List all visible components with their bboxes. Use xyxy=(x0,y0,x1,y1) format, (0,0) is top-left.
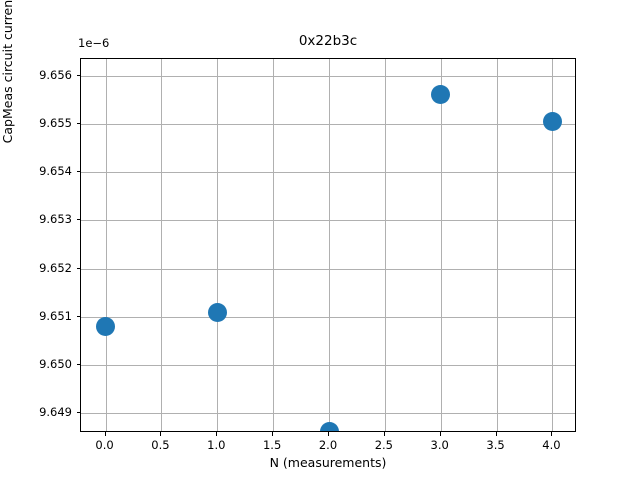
y-tick-mark xyxy=(76,267,80,269)
gridline-vertical xyxy=(161,59,163,431)
gridline-horizontal xyxy=(81,124,575,126)
scatter-series xyxy=(81,59,575,431)
x-tick-label: 0.5 xyxy=(151,438,170,452)
gridline-vertical xyxy=(552,59,554,431)
x-tick-label: 0.0 xyxy=(95,438,114,452)
x-tick-mark xyxy=(495,432,497,436)
x-tick-mark xyxy=(160,432,162,436)
x-tick-label: 3.5 xyxy=(486,438,505,452)
scatter-point xyxy=(542,112,562,132)
x-tick-label: 1.0 xyxy=(207,438,226,452)
y-tick-mark xyxy=(76,171,80,173)
y-tick-label: 9.656 xyxy=(39,68,72,83)
y-axis-offset-text: 1e−6 xyxy=(78,36,110,50)
gridline-vertical xyxy=(217,59,219,431)
y-tick-mark xyxy=(76,219,80,221)
x-tick-label: 1.5 xyxy=(262,438,282,452)
gridline-horizontal xyxy=(81,412,575,414)
y-tick-mark xyxy=(76,411,80,413)
y-tick-label: 9.649 xyxy=(39,404,72,419)
gridline-vertical xyxy=(329,59,330,431)
gridline-horizontal xyxy=(81,316,575,318)
x-tick-mark xyxy=(216,432,218,436)
gridline-horizontal xyxy=(81,268,575,270)
y-tick-mark xyxy=(76,75,80,77)
x-tick-mark xyxy=(439,432,441,436)
y-tick-label: 9.655 xyxy=(39,116,72,131)
x-tick-mark xyxy=(551,432,553,436)
y-tick-label: 9.652 xyxy=(39,260,72,275)
gridline-vertical xyxy=(440,59,442,431)
x-axis-label: N (measurements) xyxy=(269,455,387,470)
y-tick-mark xyxy=(76,315,80,317)
x-tick-mark xyxy=(272,432,274,436)
scatter-point xyxy=(207,303,227,323)
y-tick-label: 9.654 xyxy=(39,164,72,179)
gridline-vertical xyxy=(384,59,386,431)
gridline-horizontal xyxy=(81,76,575,78)
y-tick-label: 9.650 xyxy=(39,356,72,371)
gridline-horizontal xyxy=(81,220,575,222)
y-tick-mark xyxy=(76,123,80,125)
x-tick-mark xyxy=(383,432,385,436)
x-tick-mark xyxy=(104,432,106,436)
y-tick-mark xyxy=(76,363,80,365)
scatter-point xyxy=(319,422,339,431)
x-tick-label: 3.0 xyxy=(430,438,449,452)
x-tick-label: 2.0 xyxy=(318,438,338,452)
gridline-horizontal xyxy=(81,172,575,174)
y-tick-label: 9.651 xyxy=(39,308,72,323)
scatter-point xyxy=(96,317,116,337)
gridline-vertical xyxy=(273,59,275,431)
grid-layer xyxy=(81,59,575,431)
x-tick-mark xyxy=(328,432,329,436)
chart-title: 0x22b3c xyxy=(298,33,358,49)
gridline-vertical xyxy=(105,59,107,431)
gridline-vertical xyxy=(496,59,498,431)
plot-axes xyxy=(80,58,576,432)
gridline-horizontal xyxy=(81,364,575,366)
y-axis-label: CapMeas circuit current [A] xyxy=(0,0,15,144)
x-tick-label: 2.5 xyxy=(374,438,393,452)
y-tick-label: 9.653 xyxy=(39,212,72,227)
x-tick-label: 4.0 xyxy=(542,438,561,452)
scatter-point xyxy=(431,84,451,104)
